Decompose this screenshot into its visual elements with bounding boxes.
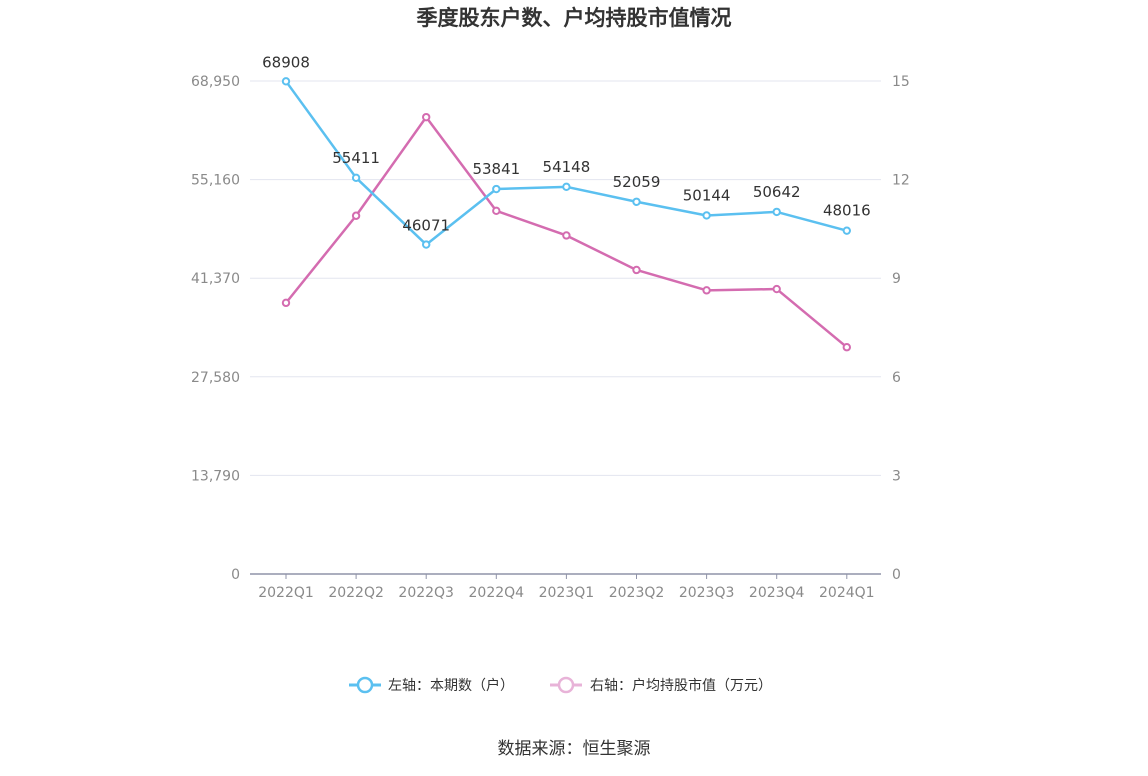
left-axis-tick-label: 41,370 (191, 271, 240, 287)
legend-left-marker (356, 676, 374, 694)
data-label: 53841 (472, 160, 520, 178)
x-axis-tick-label: 2023Q1 (539, 585, 595, 601)
data-point[interactable] (632, 197, 641, 206)
x-axis-tick-label: 2022Q1 (258, 585, 314, 601)
series-layer (281, 77, 851, 352)
data-point[interactable] (281, 77, 291, 86)
data-point[interactable] (422, 112, 431, 122)
data-point[interactable] (562, 182, 571, 192)
legend-left-label: 左轴：本期数（户） (388, 677, 514, 694)
data-source: 数据来源：恒生聚源 (498, 739, 651, 759)
x-axis-tick-label: 2024Q1 (819, 585, 875, 601)
x-axis-tick-label: 2022Q3 (398, 585, 454, 601)
chart-title: 季度股东户数、户均持股市值情况 (417, 6, 732, 30)
left-axis-tick-label: 0 (231, 567, 240, 583)
data-point[interactable] (492, 206, 501, 216)
data-point[interactable] (492, 184, 501, 194)
left-axis-tick-label: 27,580 (191, 370, 240, 386)
x-axis-tick-label: 2023Q2 (609, 585, 665, 601)
legend-item-right-series[interactable]: 右轴：户均持股市值（万元） (550, 676, 772, 694)
data-point[interactable] (842, 343, 851, 352)
data-label: 48016 (823, 202, 871, 220)
data-label: 46071 (402, 217, 450, 235)
grid-lines (250, 80, 881, 476)
right-axis-tick-label: 9 (892, 271, 901, 287)
left-axis-tick-label: 55,160 (191, 173, 240, 189)
data-label: 50642 (753, 183, 801, 201)
legend-right-marker (557, 676, 575, 694)
right-axis-tick-label: 3 (892, 468, 901, 484)
data-point[interactable] (351, 173, 361, 183)
data-label: 54148 (543, 158, 591, 176)
data-label: 55411 (332, 149, 380, 167)
data-point[interactable] (702, 211, 711, 220)
legend-item-left-series[interactable]: 左轴：本期数（户） (349, 676, 514, 694)
legend: 左轴：本期数（户） 右轴：户均持股市值（万元） (349, 676, 772, 694)
data-point[interactable] (422, 240, 431, 249)
left-axis-tick-label: 68,950 (191, 74, 240, 90)
legend-right-label: 右轴：户均持股市值（万元） (590, 677, 772, 694)
x-axis-tick-label: 2022Q2 (328, 585, 384, 601)
right-axis-tick-label: 15 (892, 74, 910, 90)
left-axis-ticks: 0 13,790 27,580 41,370 55,160 68,950 (191, 74, 240, 583)
data-point[interactable] (842, 226, 851, 235)
right-axis-ticks: 0 3 6 9 12 15 (892, 74, 910, 583)
data-point[interactable] (281, 298, 291, 308)
x-axis-tick-label: 2022Q4 (469, 585, 525, 601)
x-axis-tick-label: 2023Q3 (679, 585, 735, 601)
data-label: 52059 (613, 173, 661, 191)
data-point[interactable] (562, 231, 571, 240)
data-point[interactable] (772, 284, 781, 294)
left-axis-tick-label: 13,790 (191, 468, 240, 484)
right-axis-tick-label: 12 (892, 173, 910, 189)
data-point[interactable] (632, 265, 641, 275)
data-label: 68908 (262, 53, 310, 71)
data-point[interactable] (772, 207, 781, 217)
data-labels: 68908 55411 46071 53841 54148 52059 50144 50642… (262, 53, 871, 234)
data-point[interactable] (702, 286, 711, 295)
data-label: 50144 (683, 186, 731, 204)
right-axis-tick-label: 6 (892, 370, 901, 386)
x-axis: 2022Q1 2022Q2 2022Q3 2022Q4 2023Q1 2023Q2 2023… (250, 573, 881, 601)
right-axis-tick-label: 0 (892, 567, 901, 583)
data-point[interactable] (351, 211, 361, 220)
x-axis-tick-label: 2023Q4 (749, 585, 805, 601)
